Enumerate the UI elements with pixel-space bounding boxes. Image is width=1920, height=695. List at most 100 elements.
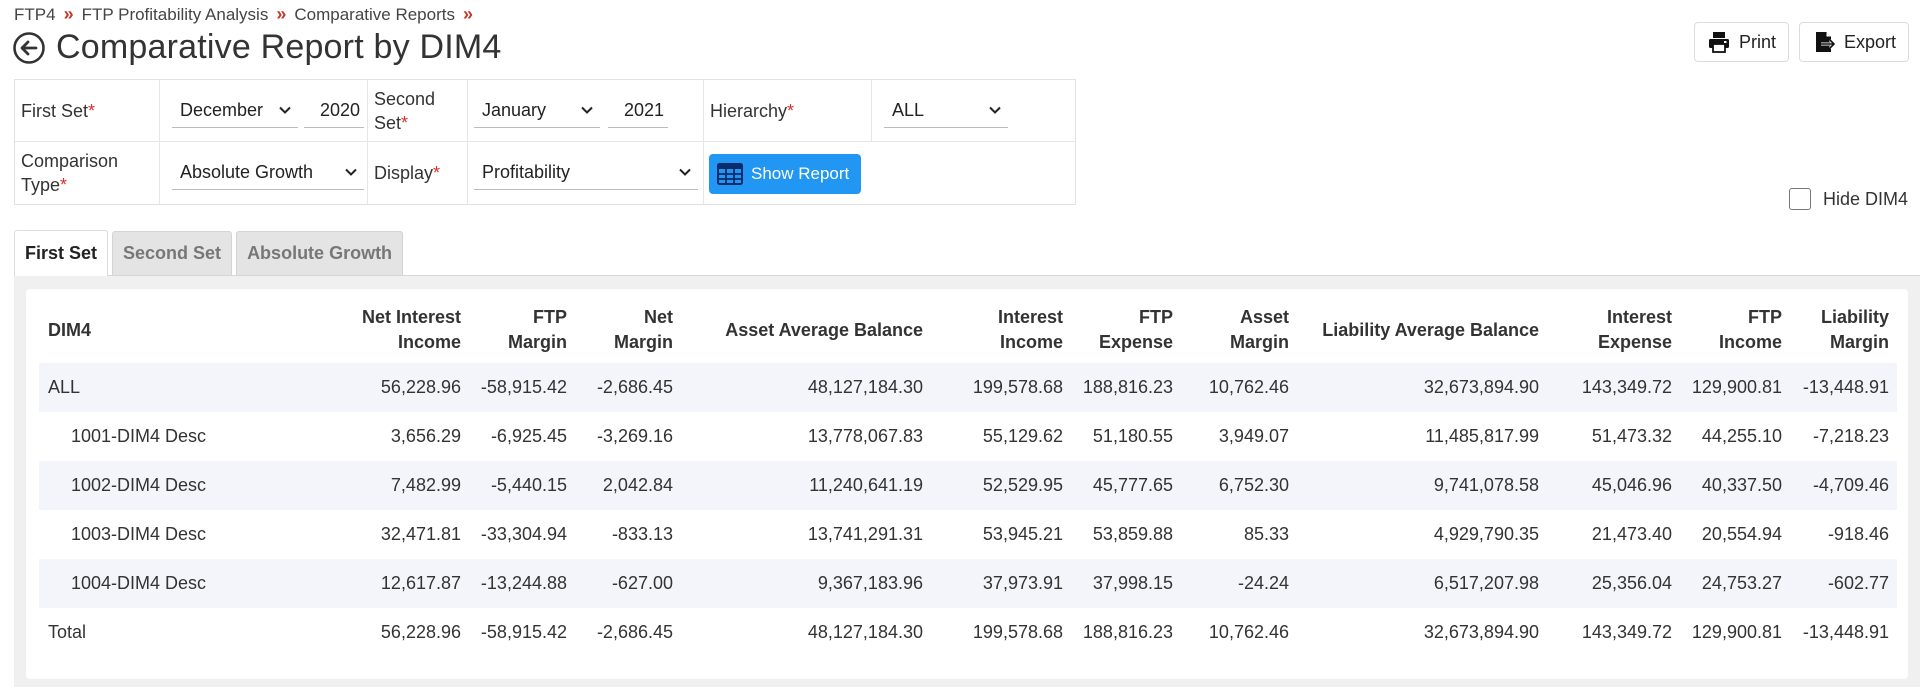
- filter-row-1: First Set * December 2020 Second Set* Jan…: [15, 80, 1075, 142]
- hierarchy-input: ALL: [872, 80, 1077, 142]
- breadcrumb-item-comparative-reports[interactable]: Comparative Reports: [294, 4, 455, 24]
- table-cell: 10,762.46: [1208, 622, 1289, 642]
- tab-first-set[interactable]: First Set: [14, 230, 109, 276]
- table-cell: 13,778,067.83: [807, 426, 923, 446]
- show-report-button[interactable]: Show Report: [709, 154, 861, 194]
- breadcrumb-item-ftp-profitability[interactable]: FTP Profitability Analysis: [81, 4, 269, 24]
- second-set-month-select[interactable]: January: [474, 94, 600, 128]
- column-header[interactable]: Liability Average Balance: [1322, 319, 1539, 340]
- table-cell: -4,709.46: [1790, 461, 1897, 510]
- row-dim4-cell: ALL: [39, 363, 339, 412]
- table-cell: -13,448.91: [1802, 622, 1889, 642]
- table-cell: -2,686.45: [575, 363, 681, 412]
- table-cell: 129,900.81: [1691, 622, 1782, 642]
- print-button[interactable]: Print: [1693, 22, 1789, 62]
- column-header[interactable]: Net Margin: [613, 307, 673, 352]
- second-set-inputs: January 2021: [468, 80, 704, 142]
- table-cell: 2,042.84: [575, 461, 681, 510]
- column-header[interactable]: Net Interest Income: [361, 307, 461, 352]
- report-table: DIM4 Net Interest Income FTP Margin Net …: [39, 297, 1897, 657]
- table-header-row: DIM4 Net Interest Income FTP Margin Net …: [39, 297, 1897, 363]
- table-cell: 6,752.30: [1181, 461, 1297, 510]
- table-cell: 85.33: [1243, 524, 1289, 544]
- table-icon: [717, 163, 743, 185]
- comparison-type-select[interactable]: Absolute Growth: [172, 156, 364, 190]
- breadcrumb-item-ftp4[interactable]: FTP4: [14, 4, 56, 24]
- table-cell: 9,367,183.96: [681, 559, 931, 608]
- column-header[interactable]: Interest Income: [997, 307, 1063, 352]
- tab-second-set[interactable]: Second Set: [112, 231, 233, 275]
- row-dim4-cell: Total: [48, 622, 87, 642]
- column-header[interactable]: FTP Income: [1718, 307, 1782, 352]
- first-set-year-input[interactable]: 2020: [304, 94, 364, 128]
- hierarchy-label: Hierarchy *: [704, 80, 872, 142]
- table-cell: 45,046.96: [1547, 461, 1680, 510]
- table-cell: 3,656.29: [390, 426, 461, 446]
- chevron-down-icon: [581, 106, 593, 114]
- column-header[interactable]: FTP Expense: [1098, 307, 1173, 352]
- report-tabs: First Set Second Set Absolute Growth: [14, 230, 404, 276]
- table-row[interactable]: ALL 56,228.96 -58,915.42 -2,686.45 48,127,18…: [39, 363, 1897, 412]
- table-cell: 20,554.94: [1701, 524, 1782, 544]
- table-cell: 56,228.96: [339, 363, 469, 412]
- page-title: Comparative Report by DIM4: [56, 28, 502, 66]
- table-cell: 11,240,641.19: [681, 461, 931, 510]
- column-header[interactable]: DIM4: [48, 319, 92, 340]
- hide-dim4-label: Hide DIM4: [1822, 188, 1908, 209]
- breadcrumb-separator-icon: »: [63, 4, 74, 24]
- breadcrumb-separator-icon: »: [276, 4, 287, 24]
- table-cell: -602.77: [1790, 559, 1897, 608]
- table-cell: 56,228.96: [380, 622, 461, 642]
- table-cell: -24.24: [1181, 559, 1297, 608]
- back-arrow-icon[interactable]: [12, 31, 46, 65]
- second-set-year-input[interactable]: 2021: [608, 94, 668, 128]
- export-file-icon: [1815, 32, 1836, 52]
- table-cell: -918.46: [1827, 524, 1889, 544]
- table-row[interactable]: 1002-DIM4 Desc 7,482.99 -5,440.15 2,042.84 1…: [39, 461, 1897, 510]
- printer-icon: [1708, 32, 1729, 53]
- comparison-type-label: Comparison Type*: [15, 142, 160, 204]
- table-cell: -627.00: [575, 559, 681, 608]
- table-cell: -7,218.23: [1812, 426, 1889, 446]
- breadcrumb: FTP4 » FTP Profitability Analysis » Comp…: [14, 4, 475, 25]
- report-card: DIM4 Net Interest Income FTP Margin Net …: [26, 289, 1908, 679]
- tab-absolute-growth[interactable]: Absolute Growth: [236, 231, 404, 275]
- chevron-down-icon: [279, 106, 291, 114]
- row-dim4-cell: 1002-DIM4 Desc: [39, 461, 339, 510]
- table-cell: 7,482.99: [339, 461, 469, 510]
- table-cell: 13,741,291.31: [807, 524, 923, 544]
- chevron-down-icon: [345, 168, 357, 176]
- column-header[interactable]: FTP Margin: [507, 307, 567, 352]
- table-row[interactable]: 1003-DIM4 Desc 32,471.81 -33,304.94 -833.13…: [39, 510, 1897, 559]
- table-cell: 9,741,078.58: [1297, 461, 1547, 510]
- display-input: Profitability: [468, 142, 704, 204]
- table-cell: 32,471.81: [380, 524, 461, 544]
- table-cell: 12,617.87: [339, 559, 469, 608]
- table-cell: 32,673,894.90: [1423, 622, 1539, 642]
- hide-dim4-toggle[interactable]: Hide DIM4: [1788, 188, 1908, 210]
- table-row[interactable]: 1001-DIM4 Desc 3,656.29 -6,925.45 -3,269.16…: [39, 412, 1897, 461]
- table-cell: -6,925.45: [490, 426, 567, 446]
- hierarchy-select[interactable]: ALL: [884, 94, 1008, 128]
- table-cell: 11,485,817.99: [1425, 426, 1539, 446]
- column-header[interactable]: Interest Expense: [1597, 307, 1672, 352]
- table-cell: 4,929,790.35: [1433, 524, 1539, 544]
- hide-dim4-checkbox[interactable]: [1788, 188, 1811, 210]
- table-row[interactable]: 1004-DIM4 Desc 12,617.87 -13,244.88 -627.00…: [39, 559, 1897, 608]
- chevron-down-icon: [989, 106, 1001, 114]
- column-header[interactable]: Asset Average Balance: [725, 319, 923, 340]
- show-report-label: Show Report: [751, 164, 850, 183]
- export-button-label: Export: [1843, 31, 1896, 52]
- table-cell: 188,816.23: [1071, 363, 1181, 412]
- table-cell: 143,349.72: [1547, 363, 1680, 412]
- table-cell: 52,529.95: [931, 461, 1071, 510]
- table-cell: -58,915.42: [469, 363, 575, 412]
- column-header[interactable]: Liability Margin: [1820, 307, 1889, 352]
- first-set-month-select[interactable]: December: [172, 94, 298, 128]
- export-button[interactable]: Export: [1798, 22, 1909, 62]
- display-select[interactable]: Profitability: [474, 156, 698, 190]
- column-header[interactable]: Asset Margin: [1229, 307, 1289, 352]
- table-cell: 53,859.88: [1092, 524, 1173, 544]
- table-total-row[interactable]: Total 56,228.96 -58,915.42 -2,686.45 48,127,…: [39, 608, 1897, 657]
- show-report-cell: Show Report: [704, 142, 1077, 204]
